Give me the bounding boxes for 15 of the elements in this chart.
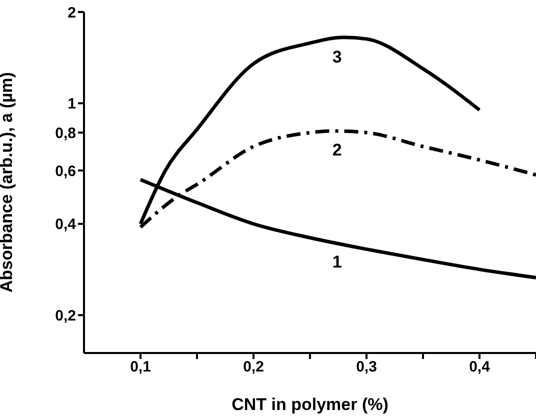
y-tick-label: 0,6 (55, 162, 76, 180)
y-tick-label: 0,2 (55, 307, 76, 324)
y-tick-label: 1 (68, 96, 76, 113)
y-tick-label: 2 (68, 4, 76, 22)
x-tick-label: 0,4 (469, 358, 491, 376)
series-label: 2 (332, 140, 342, 160)
series-label: 1 (332, 252, 342, 272)
x-tick-label: 0,1 (130, 358, 151, 376)
x-tick-label: 0,2 (243, 358, 264, 376)
y-tick-label: 0,4 (55, 216, 77, 234)
y-tick-label: 0,8 (55, 124, 76, 142)
x-tick-label: 0,3 (356, 358, 377, 376)
series-label: 3 (332, 48, 342, 67)
x-axis-title: CNT in polymer (%) (232, 395, 388, 414)
y-axis-title: Absorbance (arb.u.), a (µm) (0, 72, 16, 292)
